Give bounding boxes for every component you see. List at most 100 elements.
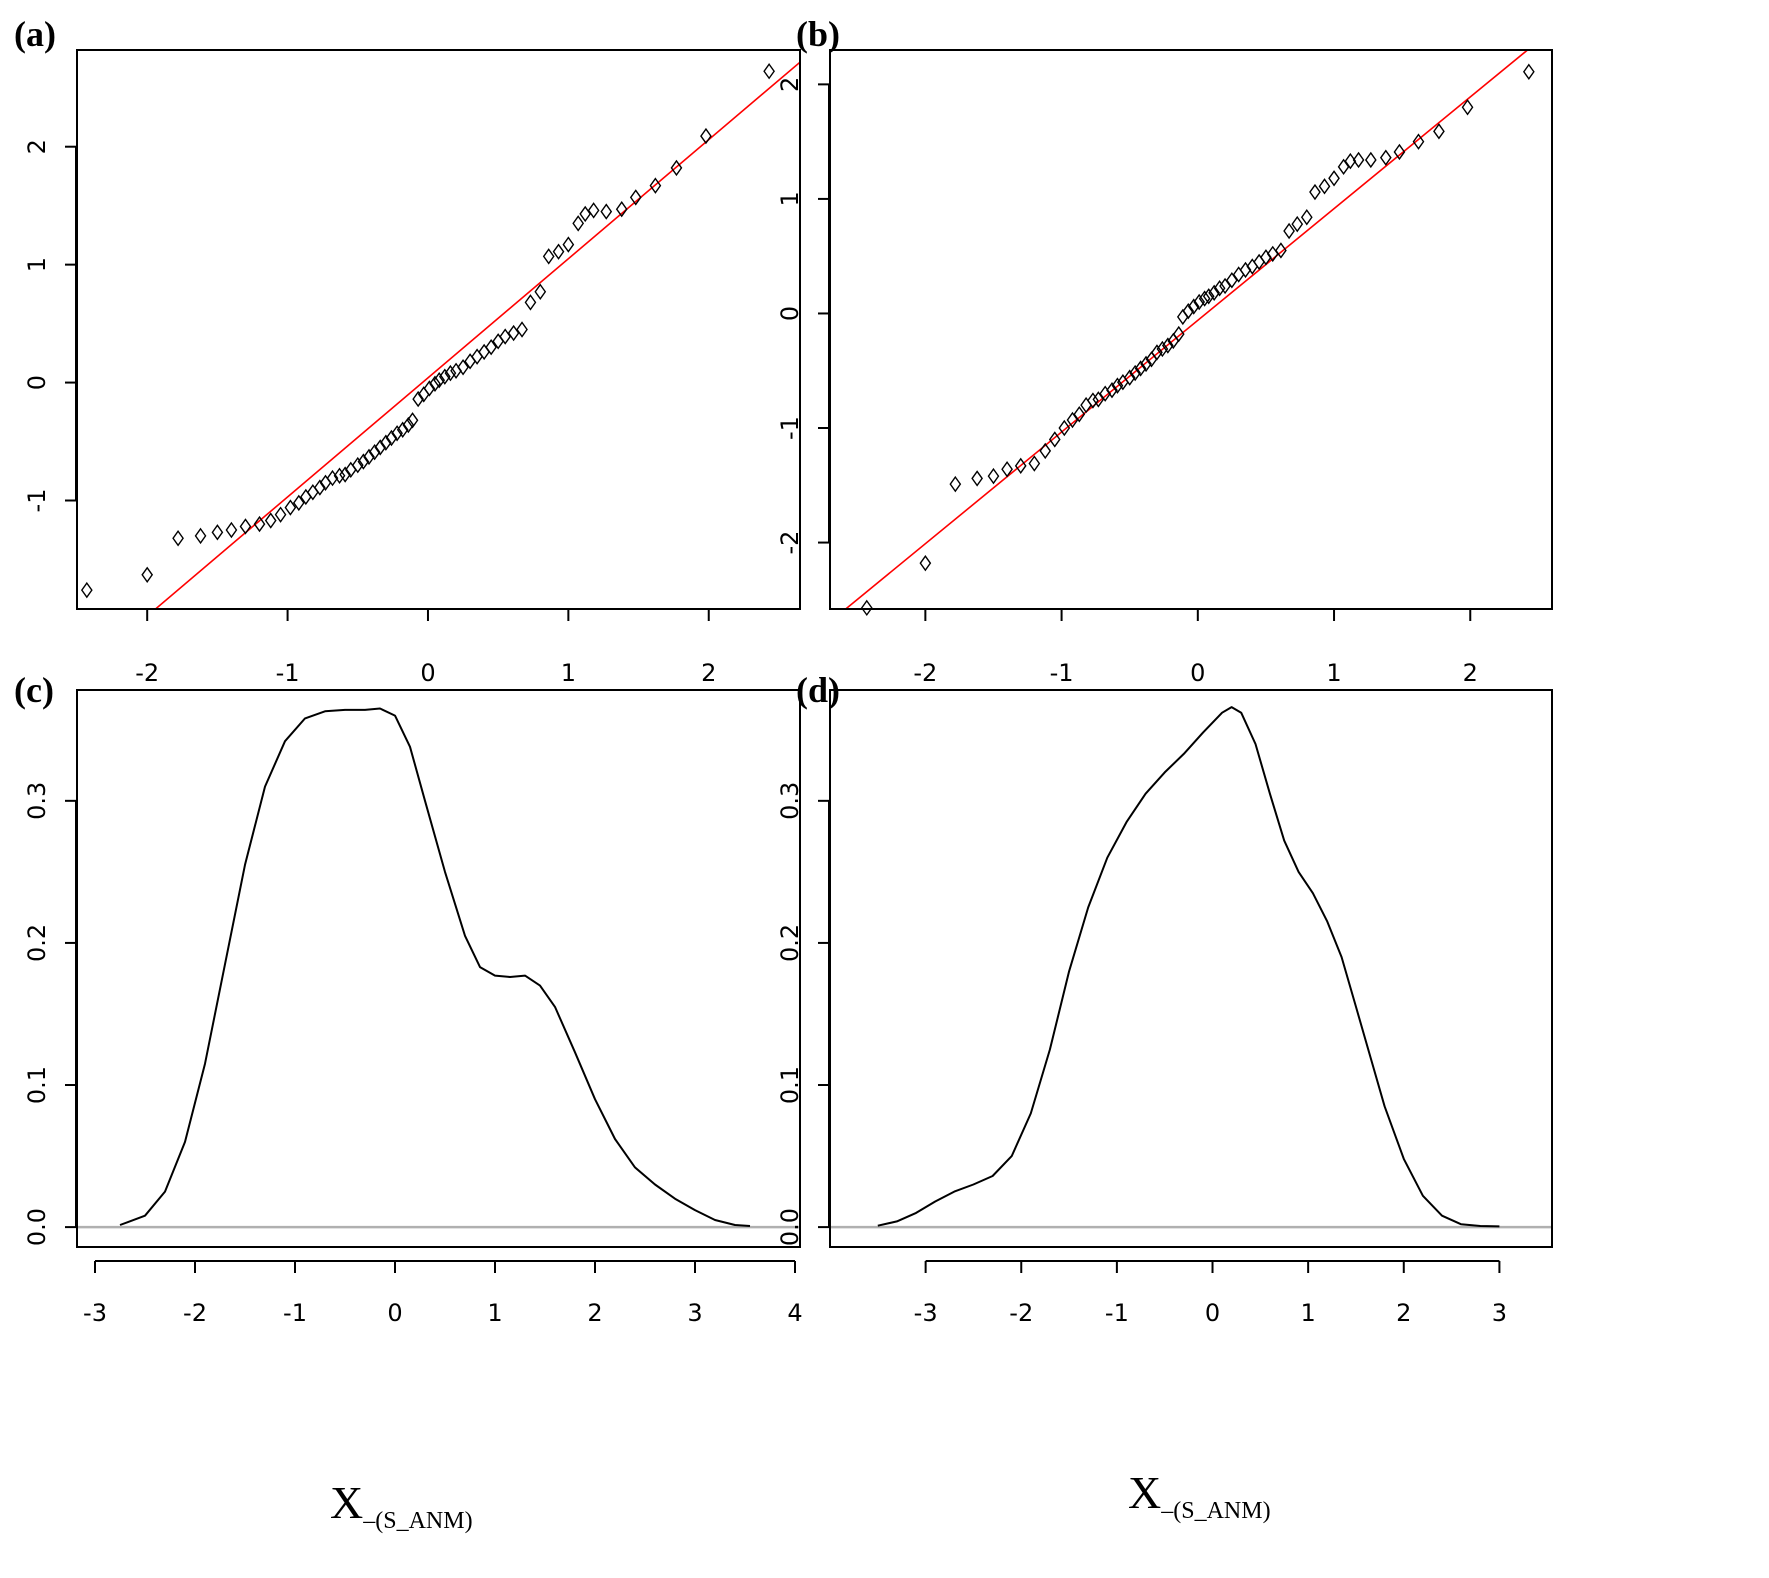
x-tick-label-d-3: 0 [1205,1299,1220,1327]
data-point-b-26 [1156,340,1169,358]
data-point-a-59 [649,177,662,194]
data-point-b-4 [987,467,1000,485]
data-point-b-6 [1014,457,1027,475]
y-tick-label-d-1: 0.1 [776,1066,804,1104]
data-point-b-38 [1219,277,1231,295]
x-tick-label-b-0: -2 [913,659,937,687]
data-point-b-17 [1106,382,1118,399]
y-tick-label-a-0: -1 [23,489,51,513]
data-point-b-0 [860,599,873,617]
data-point-b-9 [1048,431,1061,448]
data-point-b-56 [1364,151,1377,169]
data-point-b-20 [1123,369,1136,386]
x-tick-label-c-7: 4 [787,1299,802,1327]
data-point-b-61 [1461,99,1474,116]
plot-frame-b [829,49,1553,610]
data-point-b-58 [1393,143,1406,161]
x-axis-label-c: X–(S_ANM) [330,1480,473,1534]
data-point-a-4 [211,524,224,541]
data-point-b-27 [1161,337,1174,354]
data-point-b-7 [1028,455,1041,472]
data-point-b-37 [1213,280,1226,297]
qq-plot-a: -1 0 1 2 -2 -1 0 1 2 [23,49,801,687]
data-point-a-60 [670,159,683,177]
y-tick-label-b-0: -2 [776,531,804,555]
data-point-a-2 [172,530,184,547]
y-tick-label-d-0: 0.0 [776,1208,804,1246]
data-point-a-18 [339,466,352,483]
data-point-a-23 [368,443,381,461]
x-tick-label-c-3: 0 [387,1299,402,1327]
y-tick-label-a-3: 2 [23,139,51,154]
density-curve-c [119,707,751,1227]
x-axis-label-c-sub: –(S_ANM) [363,1508,473,1534]
panel-label-c: (c) [14,670,54,710]
data-point-a-33 [423,380,436,397]
x-tick-label-d-4: 1 [1301,1299,1316,1327]
data-point-b-11 [1066,411,1079,429]
data-point-b-46 [1275,242,1287,259]
y-tick-label-c-1: 0.1 [23,1066,51,1104]
x-tick-label-c-4: 1 [487,1299,502,1327]
data-point-a-5 [225,521,238,539]
data-point-b-23 [1140,355,1152,373]
data-point-b-18 [1111,377,1124,394]
y-tick-label-a-2: 1 [23,257,51,272]
data-point-b-49 [1300,209,1313,226]
x-tick-label-a-2: 0 [420,659,435,687]
plot-frame-a [76,49,801,610]
data-point-a-55 [587,202,600,219]
data-point-a-27 [391,425,403,442]
data-point-b-3 [971,470,983,487]
x-tick-label-d-0: -3 [914,1299,938,1327]
x-tick-label-b-2: 0 [1190,659,1205,687]
plot-frame-d [829,689,1553,1248]
data-point-a-20 [351,456,364,474]
x-axis-label-d: X–(S_ANM) [1128,1470,1271,1524]
y-tick-label-d-2: 0.2 [776,924,804,962]
data-point-a-0 [80,581,93,599]
y-tick-label-c-2: 0.2 [23,924,51,962]
data-point-b-10 [1058,419,1071,437]
data-point-a-28 [396,421,409,438]
x-tick-label-d-5: 2 [1396,1299,1411,1327]
data-point-b-50 [1309,183,1321,201]
data-point-b-1 [919,554,932,572]
data-point-a-30 [406,412,419,429]
data-point-a-31 [412,390,425,408]
panel-label-a: (a) [14,14,56,54]
data-point-b-22 [1134,360,1147,377]
x-tick-label-c-5: 2 [587,1299,602,1327]
data-point-b-2 [949,475,962,493]
data-point-b-33 [1193,293,1206,311]
data-point-a-29 [402,416,415,434]
plot-frame-c [76,689,801,1248]
x-axis-label-d-sub: –(S_ANM) [1161,1498,1271,1524]
x-tick-label-a-0: -2 [135,659,159,687]
data-point-a-11 [292,494,305,512]
y-tick-label-a-1: 0 [23,375,51,390]
data-point-a-6 [239,518,252,535]
data-point-b-48 [1291,215,1304,233]
y-tick-label-b-3: 1 [776,191,804,206]
panel-label-b: (b) [796,14,840,54]
x-tick-label-b-4: 2 [1463,659,1478,687]
x-tick-label-b-1: -1 [1050,659,1074,687]
data-point-b-14 [1087,392,1099,409]
data-point-a-49 [534,283,547,300]
data-point-b-34 [1198,290,1211,307]
x-tick-label-a-3: 1 [561,659,576,687]
x-tick-label-c-1: -2 [183,1299,207,1327]
data-point-b-12 [1073,406,1086,423]
data-point-a-46 [507,324,520,342]
data-point-a-51 [552,243,565,260]
y-tick-label-c-0: 0.0 [23,1208,51,1246]
data-point-b-52 [1328,170,1340,187]
data-point-b-36 [1208,284,1221,302]
x-tick-label-c-2: -1 [283,1299,307,1327]
data-point-b-53 [1337,158,1350,176]
data-point-b-35 [1202,288,1215,305]
data-point-b-25 [1151,344,1163,361]
data-point-a-9 [274,506,287,523]
